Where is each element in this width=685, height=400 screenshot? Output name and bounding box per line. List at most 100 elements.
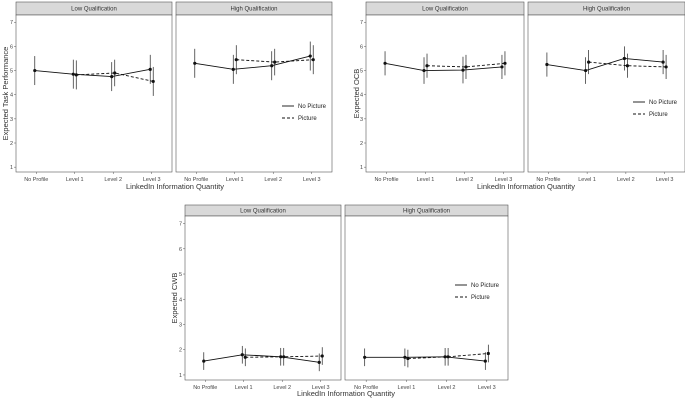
series-no-picture-point xyxy=(308,54,312,58)
series-no-picture-point xyxy=(363,355,367,359)
panel-frame xyxy=(175,14,333,173)
series-picture-point xyxy=(311,58,315,62)
series-no-picture-point xyxy=(422,68,426,73)
x-tick-label: Level 2 xyxy=(456,177,474,183)
panel-low-qualification: Low Qualification No Profile Level 1 Level … xyxy=(183,204,342,391)
x-axis-title: LinkedIn Information Quantity xyxy=(477,182,575,191)
series-picture-line xyxy=(76,72,154,82)
panel-frame xyxy=(527,14,685,173)
panel-title: High Qualification xyxy=(403,209,450,215)
series-no-picture-line xyxy=(34,68,151,78)
x-tick-label: Level 3 xyxy=(495,177,513,183)
series-picture-point xyxy=(486,351,490,356)
series-picture-point xyxy=(664,65,668,69)
y-tick-label: 1 xyxy=(10,165,13,171)
panel-high-qualification: High Qualification No Profile Level 1 Level… xyxy=(344,204,509,391)
series-picture-point xyxy=(446,355,450,359)
series-picture-point xyxy=(151,79,155,84)
series-no-picture-line xyxy=(364,356,486,362)
y-tick-label: 3 xyxy=(179,322,182,328)
series-picture-point xyxy=(113,71,117,75)
series-no-picture-point xyxy=(622,56,626,61)
series-no-picture-point xyxy=(202,359,206,363)
x-tick-label: Level 2 xyxy=(438,385,456,391)
x-tick-label: Level 1 xyxy=(417,177,435,183)
y-tick-label: 7 xyxy=(10,20,13,26)
panel-frame xyxy=(344,215,509,381)
y-tick-label: 2 xyxy=(179,348,182,354)
series-picture-point xyxy=(234,58,238,62)
series-picture-point xyxy=(503,61,507,65)
series-picture-point xyxy=(243,355,247,359)
x-tick-label: Level 1 xyxy=(578,177,596,183)
x-tick-label: Level 1 xyxy=(235,385,253,391)
x-tick-label: No Profile xyxy=(184,177,208,183)
panel-low-qualification: Low Qualification No Profile Level 1 Level … xyxy=(14,1,173,183)
x-axis-title: LinkedIn Information Quantity xyxy=(126,182,224,191)
y-tick-label: 6 xyxy=(179,247,182,253)
x-tick-label: Level 3 xyxy=(656,177,674,183)
panel-title: High Qualification xyxy=(583,7,630,13)
y-tick-label: 1 xyxy=(360,165,363,171)
series-no-picture-point xyxy=(33,68,37,73)
y-tick-label: 7 xyxy=(179,222,182,228)
x-tick-label: No Profile xyxy=(193,385,217,391)
legend-label: No Picture xyxy=(649,100,678,106)
legend: No Picture Picture xyxy=(455,283,500,301)
series-picture-point xyxy=(74,73,78,77)
legend: No Picture Picture xyxy=(633,100,678,118)
panel-high-qualification: High Qualification No Profile Level 1 Level… xyxy=(527,1,685,183)
series-no-picture-point xyxy=(231,67,235,71)
series-no-picture-point xyxy=(461,68,465,72)
series-no-picture-point xyxy=(483,359,487,363)
y-axis-title: Expected Task Performance xyxy=(1,47,10,141)
y-tick-label: 5 xyxy=(179,272,182,278)
series-picture-point xyxy=(273,60,277,64)
series-no-picture-point xyxy=(240,353,244,357)
y-tick-label: 4 xyxy=(360,93,363,99)
y-tick-label: 4 xyxy=(179,297,182,303)
series-picture-line xyxy=(245,355,323,358)
x-tick-label: No Profile xyxy=(374,177,398,183)
series-picture-point xyxy=(320,354,324,358)
panel-high-qualification: High Qualification No Profile Level 1 Level… xyxy=(175,1,333,183)
x-tick-label: Level 2 xyxy=(273,385,291,391)
y-tick-label: 3 xyxy=(360,117,363,123)
x-tick-label: No Profile xyxy=(354,385,378,391)
x-tick-label: Level 3 xyxy=(312,385,330,391)
x-tick-label: No Profile xyxy=(536,177,560,183)
series-no-picture-line xyxy=(384,62,502,72)
panel-title: Low Qualification xyxy=(422,7,468,13)
panel-frame xyxy=(15,14,173,173)
series-no-picture-point xyxy=(383,61,387,65)
y-tick-label: 3 xyxy=(10,117,13,123)
x-tick-label: Level 3 xyxy=(478,385,496,391)
panel-title: High Qualification xyxy=(230,7,277,13)
series-no-picture-point xyxy=(403,355,407,359)
chart-2: Expected OCB 1 2 3 4 5 6 7 Low Qualification No P… xyxy=(352,1,685,191)
legend-label: Picture xyxy=(298,116,317,122)
x-tick-label: No Profile xyxy=(24,177,48,183)
panel-frame xyxy=(365,14,525,173)
x-tick-label: Level 2 xyxy=(104,177,122,183)
series-no-picture-line xyxy=(194,55,311,70)
y-axis-title: Expected OCB xyxy=(352,69,361,119)
y-tick-label: 6 xyxy=(360,44,363,50)
x-axis-title: LinkedIn Information Quantity xyxy=(297,389,395,398)
y-tick-label: 6 xyxy=(10,44,13,50)
series-picture-point xyxy=(282,355,286,359)
series-no-picture-point xyxy=(584,68,588,73)
x-tick-label: Level 1 xyxy=(226,177,244,183)
series-picture-point xyxy=(464,65,468,69)
series-no-picture-point xyxy=(71,72,75,76)
series-no-picture-point xyxy=(148,67,152,71)
x-tick-label: Level 3 xyxy=(143,177,161,183)
series-no-picture-point xyxy=(317,360,321,364)
series-no-picture-line xyxy=(546,58,664,72)
series-picture-point xyxy=(625,64,629,68)
legend: No Picture Picture xyxy=(282,104,327,122)
x-tick-label: Level 2 xyxy=(617,177,635,183)
series-picture-point xyxy=(425,64,429,68)
